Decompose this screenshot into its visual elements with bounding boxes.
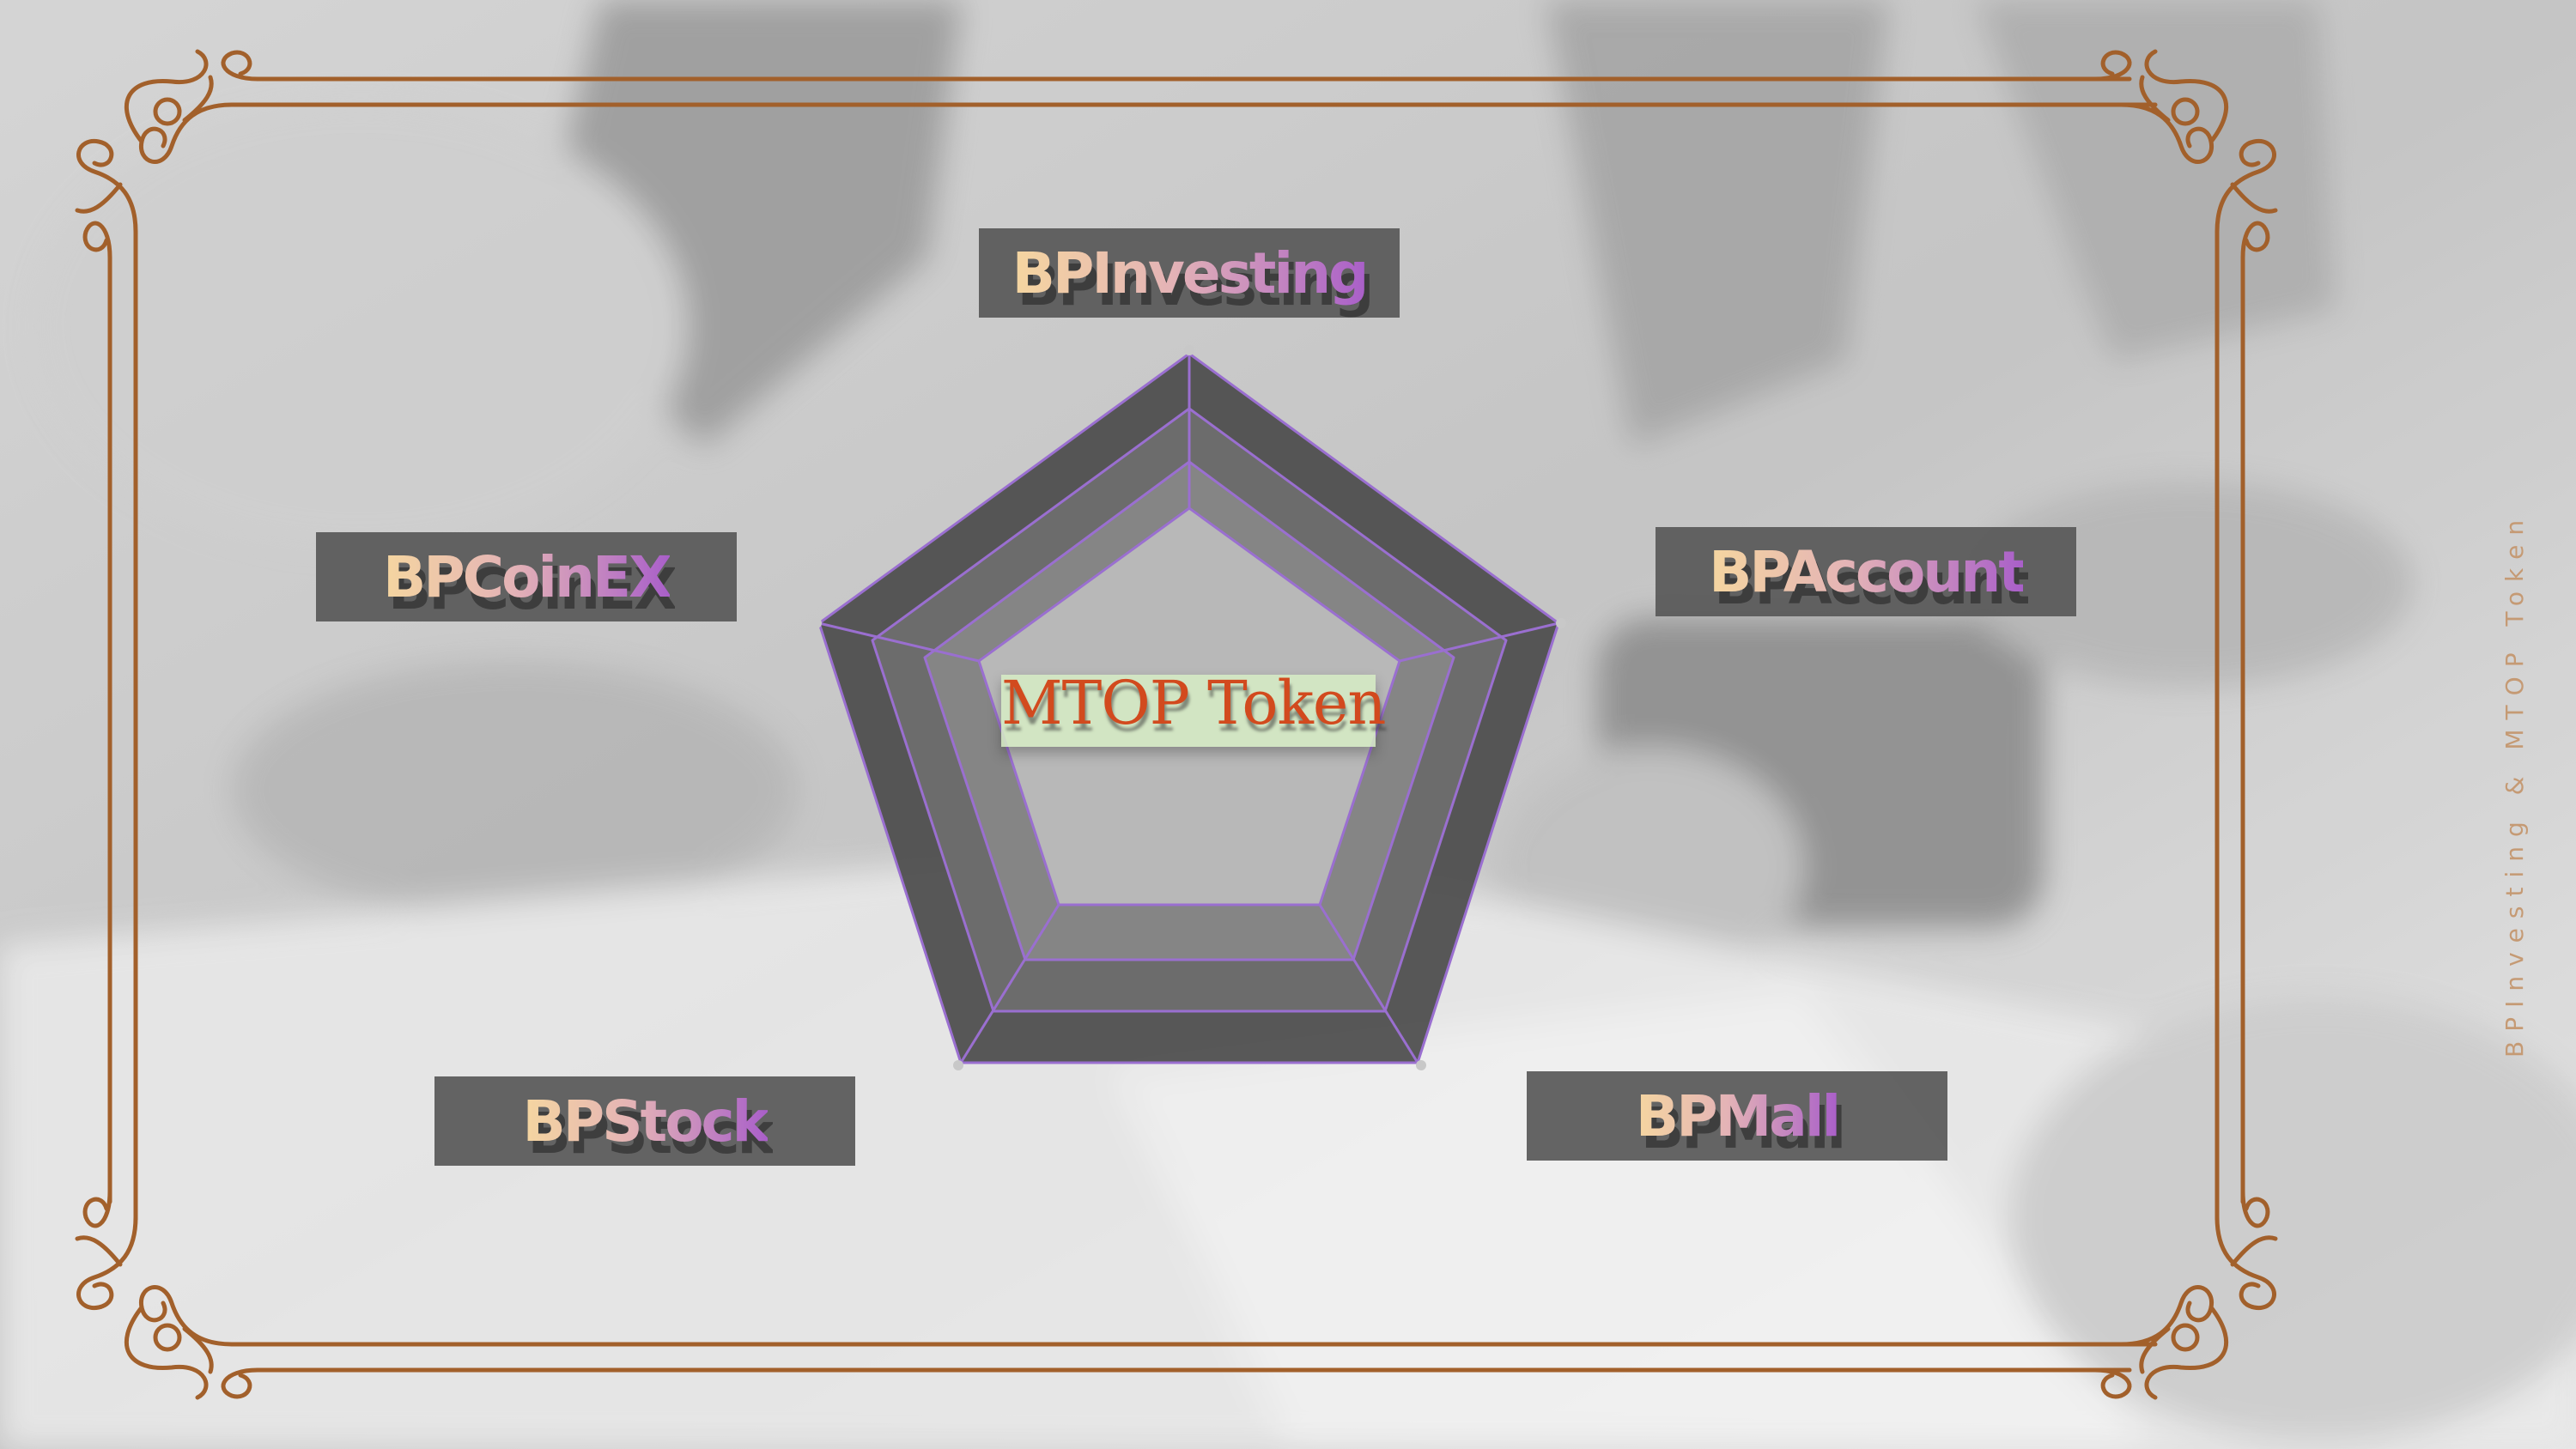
corner-flourish-top-right: [2093, 49, 2278, 260]
center-label-highlight: [1001, 675, 1376, 747]
side-caption: BPInvesting & MTOP Token: [2500, 510, 2529, 1058]
center-label: MTOP Token: [1001, 668, 1386, 738]
label-bpstock: BPStock: [522, 1088, 769, 1155]
label-bpcoinex: BPCoinEX: [382, 543, 672, 610]
label-box-top: BPInvesting: [979, 228, 1400, 318]
label-bpmall: BPMall: [1635, 1082, 1841, 1149]
label-box-bottom-left: BPStock: [434, 1076, 855, 1166]
label-box-right: BPAccount: [1656, 527, 2076, 616]
label-bpaccount: BPAccount: [1709, 538, 2026, 605]
label-bpinvesting: BPInvesting: [1012, 239, 1370, 306]
label-box-bottom-right: BPMall: [1527, 1071, 1947, 1161]
corner-flourish-bottom-right: [2093, 1189, 2278, 1400]
label-box-left: BPCoinEX: [316, 532, 737, 621]
corner-flourish-bottom-left: [75, 1189, 260, 1400]
corner-flourish-top-left: [75, 49, 260, 260]
